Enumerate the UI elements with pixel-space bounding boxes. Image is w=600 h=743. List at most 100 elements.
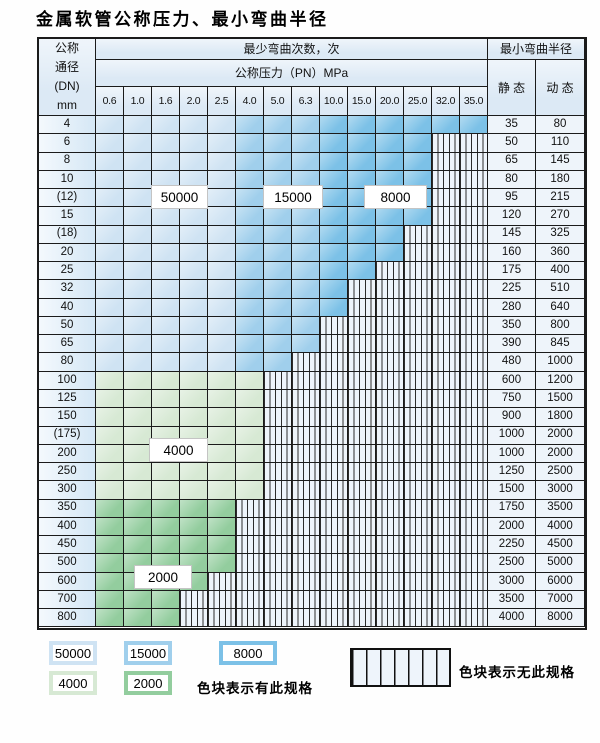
spec-cell-dn100-pn15.0: [348, 371, 376, 390]
spec-cell-dn80-pn4.0: [236, 353, 264, 372]
spec-cell-dn8-pn6.3: [292, 152, 320, 171]
spec-cell-dn250-pn1.6: [152, 463, 180, 482]
spec-cell-dn350-pn1.6: [152, 499, 180, 518]
spec-cell-dn(175)-pn0.6: [96, 426, 124, 445]
spec-cell-dn65-pn35.0: [460, 335, 488, 354]
spec-cell-dn6-pn10.0: [320, 134, 348, 153]
spec-cell-dn200-pn1.0: [124, 444, 152, 464]
spec-cell-dn600-pn35.0: [460, 572, 488, 591]
dynamic-radius-cell: 325: [536, 225, 585, 244]
static-radius-cell: 120: [488, 207, 536, 226]
spec-cell-dn125-pn6.3: [292, 389, 320, 409]
spec-cell-dn40-pn6.3: [292, 298, 320, 317]
legend-swatch-15000: 15000: [124, 641, 172, 665]
static-radius-cell: 1500: [488, 481, 536, 500]
spec-cell-dn700-pn15.0: [348, 590, 376, 610]
spec-cell-dn600-pn20.0: [376, 572, 404, 591]
spec-cell-dn4-pn20.0: [376, 116, 404, 135]
spec-cell-dn150-pn2.0: [180, 408, 208, 427]
spec-cell-dn800-pn20.0: [376, 609, 404, 628]
spec-cell-dn8-pn5.0: [264, 152, 292, 171]
spec-cell-dn65-pn1.6: [152, 335, 180, 354]
spec-cell-dn300-pn20.0: [376, 481, 404, 500]
spec-cell-dn65-pn25.0: [404, 335, 432, 354]
spec-cell-dn25-pn5.0: [264, 262, 292, 281]
static-radius-cell: 4000: [488, 609, 536, 628]
dynamic-radius-cell: 1200: [536, 371, 585, 390]
spec-cell-dn15-pn2.5: [208, 207, 236, 226]
spec-cell-dn65-pn4.0: [236, 335, 264, 354]
spec-cell-dn80-pn10.0: [320, 353, 348, 372]
dynamic-radius-cell: 4500: [536, 536, 585, 555]
spec-cell-dn200-pn5.0: [264, 444, 292, 464]
spec-cell-dn4-pn10.0: [320, 116, 348, 135]
spec-cell-dn32-pn2.0: [180, 280, 208, 299]
static-radius-cell: 80: [488, 170, 536, 190]
spec-cell-dn400-pn32.0: [432, 517, 460, 537]
dynamic-radius-cell: 640: [536, 298, 585, 317]
spec-cell-dn4-pn32.0: [432, 116, 460, 135]
spec-cell-dn600-pn15.0: [348, 572, 376, 591]
dn-cell: 700: [39, 590, 96, 610]
spec-cell-dn8-pn1.0: [124, 152, 152, 171]
spec-cell-dn400-pn0.6: [96, 517, 124, 537]
static-radius-cell: 350: [488, 316, 536, 336]
spec-cell-dn450-pn10.0: [320, 536, 348, 555]
dn-cell: 450: [39, 536, 96, 555]
pressure-col-header-0.6: 0.6: [96, 87, 124, 116]
spec-cell-dn32-pn1.0: [124, 280, 152, 299]
static-radius-cell: 175: [488, 262, 536, 281]
spec-cell-dn125-pn5.0: [264, 389, 292, 409]
dynamic-radius-cell: 510: [536, 280, 585, 299]
spec-cell-dn50-pn10.0: [320, 316, 348, 336]
spec-cell-dn700-pn20.0: [376, 590, 404, 610]
spec-cell-dn(12)-pn32.0: [432, 189, 460, 208]
spec-cell-dn20-pn5.0: [264, 243, 292, 263]
spec-cell-dn(18)-pn1.6: [152, 225, 180, 244]
spec-cell-dn350-pn4.0: [236, 499, 264, 518]
spec-cell-dn8-pn10.0: [320, 152, 348, 171]
spec-cell-dn350-pn2.0: [180, 499, 208, 518]
spec-cell-dn25-pn10.0: [320, 262, 348, 281]
dn-cell: 400: [39, 517, 96, 537]
spec-cell-dn50-pn20.0: [376, 316, 404, 336]
dynamic-radius-cell: 180: [536, 170, 585, 190]
spec-cell-dn400-pn15.0: [348, 517, 376, 537]
spec-cell-dn80-pn0.6: [96, 353, 124, 372]
spec-cell-dn15-pn15.0: [348, 207, 376, 226]
spec-cell-dn4-pn35.0: [460, 116, 488, 135]
spec-cell-dn150-pn35.0: [460, 408, 488, 427]
static-radius-cell: 225: [488, 280, 536, 299]
static-radius-cell: 750: [488, 389, 536, 409]
spec-cell-dn300-pn0.6: [96, 481, 124, 500]
spec-cell-dn(12)-pn0.6: [96, 189, 124, 208]
dn-cell: 15: [39, 207, 96, 226]
spec-cell-dn250-pn35.0: [460, 463, 488, 482]
spec-cell-dn25-pn2.5: [208, 262, 236, 281]
spec-cell-dn150-pn10.0: [320, 408, 348, 427]
spec-cell-dn500-pn0.6: [96, 554, 124, 573]
spec-cell-dn10-pn15.0: [348, 170, 376, 190]
spec-cell-dn450-pn20.0: [376, 536, 404, 555]
dynamic-radius-cell: 6000: [536, 572, 585, 591]
spec-cell-dn600-pn4.0: [236, 572, 264, 591]
spec-cell-dn125-pn1.6: [152, 389, 180, 409]
legend-no-spec-text: 色块表示无此规格: [459, 665, 575, 680]
spec-cell-dn8-pn0.6: [96, 152, 124, 171]
dynamic-radius-cell: 80: [536, 116, 585, 135]
spec-cell-dn800-pn2.0: [180, 609, 208, 628]
spec-cell-dn600-pn25.0: [404, 572, 432, 591]
spec-cell-dn200-pn0.6: [96, 444, 124, 464]
spec-cell-dn500-pn4.0: [236, 554, 264, 573]
spec-cell-dn40-pn1.6: [152, 298, 180, 317]
spec-cell-dn300-pn6.3: [292, 481, 320, 500]
spec-cell-dn600-pn10.0: [320, 572, 348, 591]
spec-cell-dn40-pn20.0: [376, 298, 404, 317]
spec-cell-dn600-pn5.0: [264, 572, 292, 591]
spec-cell-dn15-pn32.0: [432, 207, 460, 226]
spec-cell-dn150-pn2.5: [208, 408, 236, 427]
spec-cell-dn800-pn25.0: [404, 609, 432, 628]
spec-cell-dn8-pn2.5: [208, 152, 236, 171]
spec-cell-dn(175)-pn1.0: [124, 426, 152, 445]
spec-cell-dn6-pn32.0: [432, 134, 460, 153]
